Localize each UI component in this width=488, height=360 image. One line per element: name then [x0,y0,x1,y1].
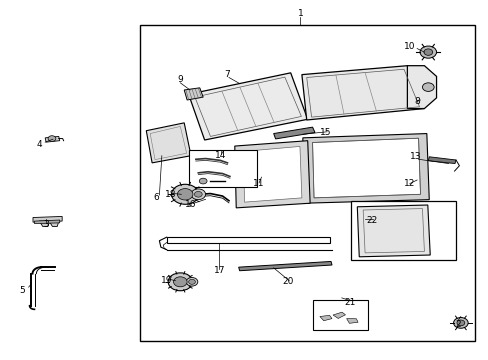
Polygon shape [243,147,301,202]
Bar [351,202,455,260]
Polygon shape [346,319,357,323]
Circle shape [188,279,195,284]
Text: 18: 18 [164,190,176,199]
Text: 11: 11 [253,179,264,188]
Text: 19: 19 [161,276,172,285]
Text: 15: 15 [320,128,331,137]
Text: 3: 3 [43,220,49,229]
Text: 4: 4 [37,140,42,149]
Polygon shape [45,136,60,142]
Polygon shape [427,157,455,163]
Text: 6: 6 [153,193,159,202]
Polygon shape [146,123,191,163]
Text: 16: 16 [185,200,196,209]
Text: 22: 22 [366,216,377,225]
Polygon shape [39,221,50,226]
Circle shape [171,184,199,204]
Text: 1: 1 [297,9,303,18]
Polygon shape [301,66,424,120]
Circle shape [173,277,187,287]
Bar [188,150,256,187]
Circle shape [456,320,464,326]
Text: 9: 9 [177,76,183,85]
Text: 12: 12 [403,179,415,188]
Circle shape [177,189,193,200]
Circle shape [191,189,205,200]
Polygon shape [33,216,62,222]
Polygon shape [49,221,59,226]
Circle shape [423,49,432,55]
Circle shape [186,278,198,286]
Text: 21: 21 [344,298,355,307]
Circle shape [48,136,56,141]
Bar [140,24,474,341]
Polygon shape [319,315,331,321]
Text: 13: 13 [409,152,421,161]
Bar [312,300,368,330]
Text: 5: 5 [19,286,24,295]
Circle shape [419,46,436,58]
Polygon shape [188,73,307,140]
Text: 20: 20 [282,277,293,286]
Circle shape [199,178,206,184]
Polygon shape [332,312,345,319]
Circle shape [194,192,202,197]
Polygon shape [184,88,203,100]
Polygon shape [273,127,314,139]
Polygon shape [34,220,60,224]
Circle shape [453,318,467,328]
Circle shape [168,273,192,291]
Polygon shape [234,141,309,208]
Polygon shape [238,261,331,271]
Text: 10: 10 [403,41,415,50]
Polygon shape [357,205,429,257]
Polygon shape [407,66,436,109]
Text: 7: 7 [224,70,230,79]
Text: 8: 8 [413,97,419,106]
Circle shape [422,83,433,91]
Polygon shape [312,138,420,198]
Polygon shape [302,134,428,203]
Text: 17: 17 [213,266,224,275]
Text: 2: 2 [455,320,460,329]
Text: 14: 14 [214,151,225,160]
